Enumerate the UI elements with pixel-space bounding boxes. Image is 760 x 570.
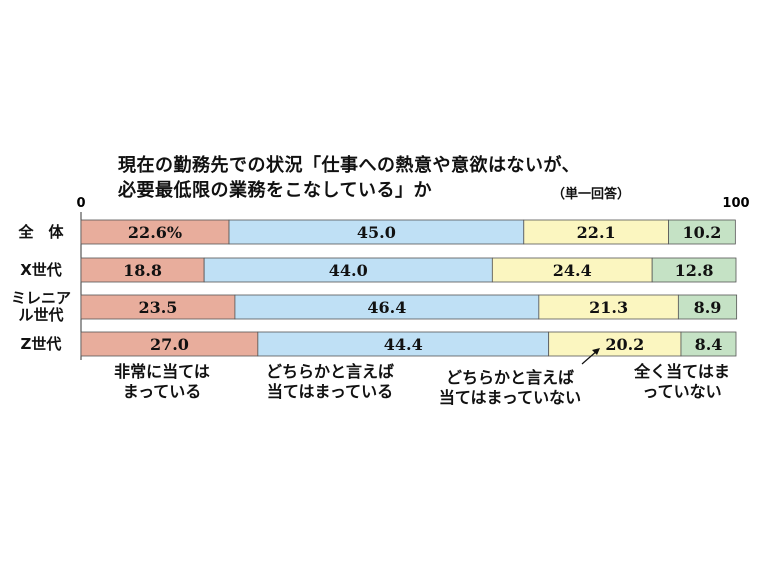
legend-label-line: どちらかと言えば — [445, 368, 574, 387]
data-label-1-1: 44.0 — [329, 261, 368, 280]
category-label-2: ミレニア ル世代 — [4, 290, 78, 324]
data-label-1-0: 18.8 — [123, 261, 162, 280]
category-label-3: Z世代 — [4, 334, 78, 353]
category-label-line: ミレニア — [10, 289, 71, 307]
data-label-3-1: 44.4 — [384, 335, 423, 354]
chart-title-line-2: 必要最低限の業務をこなしている」か — [118, 180, 432, 201]
data-label-2-2: 21.3 — [589, 298, 628, 317]
axis-tick-100: 100 — [722, 196, 749, 211]
bar-segment-1-2 — [491, 257, 653, 283]
bar-segment-2-3 — [677, 294, 738, 320]
axis-tick-0: 0 — [76, 196, 85, 211]
data-label-1-2: 24.4 — [553, 261, 592, 280]
data-label-3-0: 27.0 — [150, 335, 189, 354]
bar-segment-1-1 — [203, 257, 493, 283]
category-label-1: X世代 — [4, 260, 78, 279]
legend-label-line: どちらかと言えば — [265, 362, 394, 381]
data-label-0-2: 22.1 — [577, 223, 616, 242]
data-label-3-3: 8.4 — [695, 335, 723, 354]
legend-label-line: 当てはまっていない — [438, 388, 582, 407]
bar-segment-0-3 — [668, 219, 736, 245]
legend-label-line: 当てはまっている — [266, 382, 394, 401]
response-type-note: （単一回答） — [552, 187, 631, 202]
category-label-line: 全 体 — [18, 222, 64, 241]
data-label-2-1: 46.4 — [367, 298, 406, 317]
data-label-1-3: 12.8 — [675, 261, 714, 280]
data-label-0-3: 10.2 — [682, 223, 721, 242]
bar-segment-3-0 — [80, 331, 259, 357]
bar-segment-2-1 — [234, 294, 540, 320]
data-label-0-0: 22.6% — [128, 223, 182, 242]
category-label-line: Z世代 — [20, 334, 62, 353]
legend-label-2: どちらかと言えば 当てはまっていない — [420, 368, 600, 408]
bar-segment-2-0 — [80, 294, 236, 320]
bar-segment-0-0 — [80, 219, 230, 245]
data-label-3-2: 20.2 — [605, 335, 644, 354]
category-label-line: ル世代 — [18, 306, 64, 324]
legend-label-line: っていない — [642, 382, 722, 401]
legend-label-3: 全く当てはま っていない — [612, 362, 752, 402]
data-label-2-3: 8.9 — [694, 298, 722, 317]
legend-label-line: 全く当てはま — [634, 362, 730, 381]
data-label-0-1: 45.0 — [357, 223, 396, 242]
data-label-2-0: 23.5 — [138, 298, 177, 317]
chart-title-line-1: 現在の勤務先での状況「仕事への熱意や意欲はないが、 — [118, 155, 581, 176]
legend-label-line: まっている — [122, 382, 202, 401]
legend-pointer-arrowhead — [592, 348, 600, 355]
legend-label-0: 非常に当ては まっている — [92, 362, 232, 402]
category-label-0: 全 体 — [4, 222, 78, 241]
bar-segment-1-3 — [651, 257, 737, 283]
bar-segment-2-2 — [538, 294, 679, 320]
bar-segment-3-1 — [257, 331, 550, 357]
legend-label-line: 非常に当ては — [114, 362, 210, 381]
bar-segment-3-3 — [680, 331, 737, 357]
category-label-line: X世代 — [20, 260, 62, 279]
legend-label-1: どちらかと言えば 当てはまっている — [240, 362, 420, 402]
bar-segment-1-0 — [80, 257, 205, 283]
